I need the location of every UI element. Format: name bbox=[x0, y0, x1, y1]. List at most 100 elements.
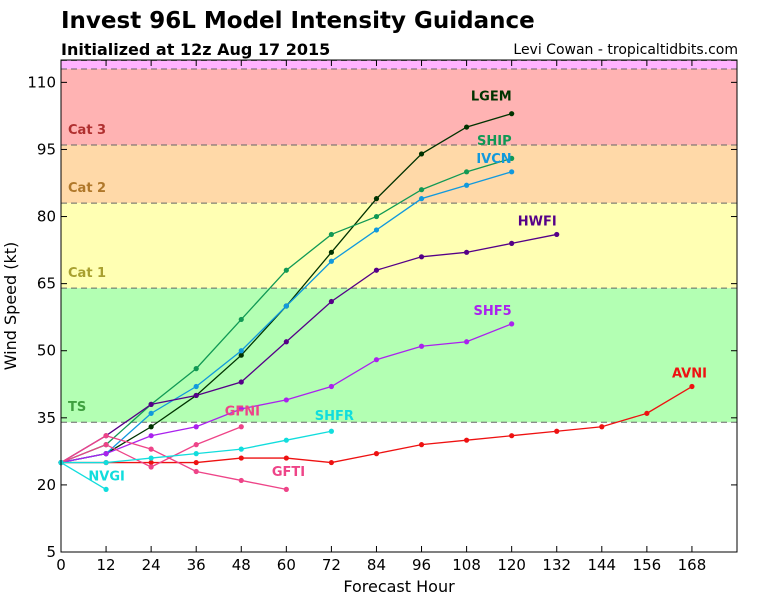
x-tick-label: 12 bbox=[97, 556, 116, 574]
series-label-gfti: GFTI bbox=[272, 465, 305, 480]
series-label-avni: AVNI bbox=[672, 367, 707, 382]
point-shf5 bbox=[418, 343, 425, 349]
point-ship bbox=[283, 267, 289, 273]
x-tick-label: 108 bbox=[452, 556, 481, 574]
series-labels: LGEM SHIP IVCN HWFI SHF5 AVNI GFNI GFTI SHFR NVGI bbox=[88, 89, 707, 484]
point-hwfi bbox=[464, 249, 470, 255]
x-axis-label: Forecast Hour bbox=[343, 577, 455, 596]
point-avni bbox=[193, 459, 199, 466]
point-hwfi bbox=[238, 379, 244, 385]
point-lgem bbox=[509, 111, 515, 117]
point-ivcn bbox=[373, 227, 380, 233]
y-axis-label: Wind Speed (kt) bbox=[1, 242, 20, 371]
band-labels: Cat 3 Cat 2 Cat 1 TS bbox=[68, 123, 106, 415]
point-ship bbox=[464, 169, 470, 175]
point-lgem bbox=[464, 124, 470, 130]
point-shf5 bbox=[509, 321, 515, 327]
plot-frame bbox=[60, 59, 738, 553]
x-tick-label: 156 bbox=[633, 556, 662, 574]
point-nvgi bbox=[103, 486, 109, 492]
x-tick-label: 120 bbox=[497, 556, 526, 574]
point-avni bbox=[464, 437, 470, 443]
point-hwfi bbox=[509, 240, 515, 246]
band-label-cat-2: Cat 2 bbox=[68, 181, 106, 196]
x-tick-label: 72 bbox=[322, 556, 341, 574]
point-lgem bbox=[373, 196, 380, 202]
point-ship bbox=[509, 155, 515, 161]
y-tick-label: 35 bbox=[37, 409, 56, 427]
point-shf5 bbox=[148, 433, 154, 439]
series-line-hwfi bbox=[60, 233, 557, 464]
chart-subtitle: Initialized at 12z Aug 17 2015 bbox=[61, 40, 331, 59]
band-label-cat-1: Cat 1 bbox=[68, 266, 106, 281]
point-shfr bbox=[238, 446, 244, 452]
point-shf5 bbox=[103, 451, 109, 457]
series-label-gfni: GFNI bbox=[225, 405, 260, 420]
point-avni bbox=[418, 442, 425, 448]
point-ivcn bbox=[283, 303, 289, 309]
point-ship bbox=[193, 366, 199, 372]
y-tick-label: 5 bbox=[46, 543, 56, 561]
point-avni bbox=[644, 410, 650, 416]
point-hwfi bbox=[193, 392, 199, 399]
series-label-shfr: SHFR bbox=[315, 409, 354, 424]
x-tick-label: 96 bbox=[412, 556, 431, 574]
x-tick-label: 60 bbox=[277, 556, 296, 574]
point-gfti bbox=[148, 446, 154, 452]
intensity-bands bbox=[61, 60, 737, 423]
point-shf5 bbox=[238, 406, 244, 412]
y-tick-label: 80 bbox=[37, 208, 56, 226]
point-avni bbox=[328, 459, 334, 466]
point-avni bbox=[689, 383, 695, 390]
point-avni bbox=[554, 428, 560, 434]
point-ivcn bbox=[418, 196, 425, 202]
point-avni bbox=[509, 433, 515, 439]
point-avni bbox=[599, 424, 605, 430]
point-avni bbox=[283, 455, 289, 461]
point-hwfi bbox=[328, 298, 334, 305]
point-lgem bbox=[238, 352, 244, 358]
x-tick-label: 36 bbox=[187, 556, 206, 574]
point-lgem bbox=[328, 249, 334, 255]
point-ship bbox=[328, 231, 334, 238]
band-cat-3 bbox=[61, 68, 737, 145]
band-label-cat-3: Cat 3 bbox=[68, 123, 106, 138]
series-label-ship: SHIP bbox=[477, 134, 512, 149]
x-tick-label: 144 bbox=[587, 556, 616, 574]
series-line-gfti bbox=[60, 435, 287, 491]
y-tick-label: 110 bbox=[27, 73, 56, 91]
point-hwfi bbox=[283, 339, 289, 345]
y-axis-ticks: 5 20 35 50 65 80 95 110 bbox=[27, 73, 737, 561]
point-hwfi bbox=[554, 231, 560, 238]
point-ivcn bbox=[464, 182, 470, 188]
point-shfr bbox=[328, 428, 334, 434]
x-tick-label: 168 bbox=[678, 556, 707, 574]
series-label-lgem: LGEM bbox=[471, 89, 512, 104]
point-gfni bbox=[148, 464, 154, 470]
x-tick-label: 84 bbox=[367, 556, 386, 574]
chart-title: Invest 96L Model Intensity Guidance bbox=[61, 8, 535, 34]
x-tick-label: 48 bbox=[232, 556, 251, 574]
point-gfti bbox=[238, 477, 244, 484]
point-shf5 bbox=[283, 397, 289, 403]
point-shfr bbox=[103, 459, 109, 466]
point-gfni bbox=[103, 442, 109, 448]
point-lgem bbox=[148, 424, 154, 430]
x-tick-label: 24 bbox=[142, 556, 161, 574]
credit-text: Levi Cowan - tropicaltidbits.com bbox=[513, 42, 738, 58]
point-shf5 bbox=[193, 424, 199, 430]
point-ship bbox=[238, 316, 244, 323]
point-ivcn bbox=[238, 348, 244, 354]
band-label-ts: TS bbox=[68, 400, 86, 415]
y-tick-label: 20 bbox=[37, 476, 56, 494]
point-avni bbox=[148, 459, 154, 466]
series-label-ivcn: IVCN bbox=[476, 152, 511, 167]
point-shf5 bbox=[373, 357, 380, 363]
series-label-shf5: SHF5 bbox=[473, 304, 511, 319]
band-cat-1 bbox=[61, 203, 737, 289]
point-avni bbox=[238, 455, 244, 461]
point-gfti bbox=[283, 486, 289, 492]
point-avni bbox=[373, 451, 380, 457]
y-tick-label: 50 bbox=[37, 342, 56, 360]
